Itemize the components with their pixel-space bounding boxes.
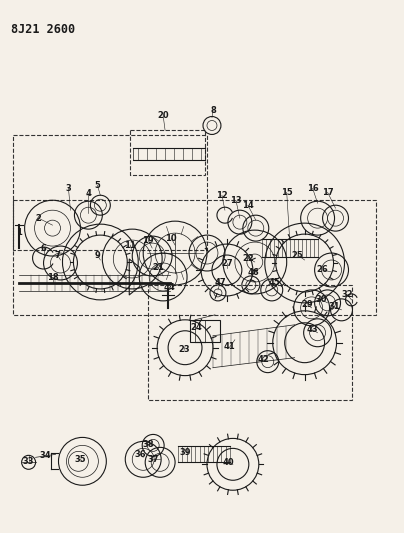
Text: 32: 32 <box>342 290 354 300</box>
Text: 46: 46 <box>248 269 260 278</box>
Text: 7: 7 <box>55 251 60 260</box>
Text: 8: 8 <box>210 106 216 115</box>
Text: 43: 43 <box>307 325 318 334</box>
Bar <box>13 135 207 250</box>
Text: 15: 15 <box>281 188 292 197</box>
Text: 16: 16 <box>307 184 318 193</box>
Text: 29: 29 <box>302 301 314 309</box>
Text: 44: 44 <box>163 284 175 293</box>
Text: 22: 22 <box>242 254 254 263</box>
Text: 24: 24 <box>190 324 202 332</box>
Text: 1: 1 <box>16 228 21 237</box>
Text: 17: 17 <box>322 188 333 197</box>
Text: 36: 36 <box>135 450 146 459</box>
Text: 2: 2 <box>36 214 42 223</box>
Text: 40: 40 <box>222 458 234 467</box>
Bar <box>130 131 205 175</box>
Text: 23: 23 <box>178 345 190 354</box>
Text: 4: 4 <box>86 189 91 198</box>
Text: 45: 45 <box>269 278 281 287</box>
Text: 9: 9 <box>95 251 100 260</box>
Text: 10: 10 <box>165 233 177 243</box>
Text: 21: 21 <box>152 263 164 272</box>
Text: 25: 25 <box>292 251 303 260</box>
Text: 5: 5 <box>95 181 100 190</box>
Text: 13: 13 <box>230 196 242 205</box>
Text: 27: 27 <box>221 259 233 268</box>
Text: 11: 11 <box>124 240 136 249</box>
Text: 18: 18 <box>47 273 58 282</box>
Text: 38: 38 <box>143 440 154 449</box>
Text: 26: 26 <box>317 265 328 274</box>
Text: 3: 3 <box>65 184 72 193</box>
Text: 6: 6 <box>41 244 46 253</box>
Text: 31: 31 <box>329 302 340 311</box>
Bar <box>13 200 377 315</box>
Bar <box>148 285 352 400</box>
Text: 41: 41 <box>224 342 236 351</box>
Text: 14: 14 <box>242 201 254 209</box>
Bar <box>190 320 220 342</box>
Text: 30: 30 <box>316 295 327 304</box>
Text: 12: 12 <box>216 191 228 200</box>
Text: 42: 42 <box>258 355 269 364</box>
Text: 47: 47 <box>214 278 226 287</box>
Text: 20: 20 <box>157 111 169 120</box>
Text: 39: 39 <box>179 448 191 457</box>
Text: 35: 35 <box>75 455 86 464</box>
Text: 8J21 2600: 8J21 2600 <box>11 23 75 36</box>
Text: 19: 19 <box>142 236 154 245</box>
Text: 34: 34 <box>40 451 51 460</box>
Text: 33: 33 <box>23 457 34 466</box>
Text: 37: 37 <box>147 455 159 464</box>
